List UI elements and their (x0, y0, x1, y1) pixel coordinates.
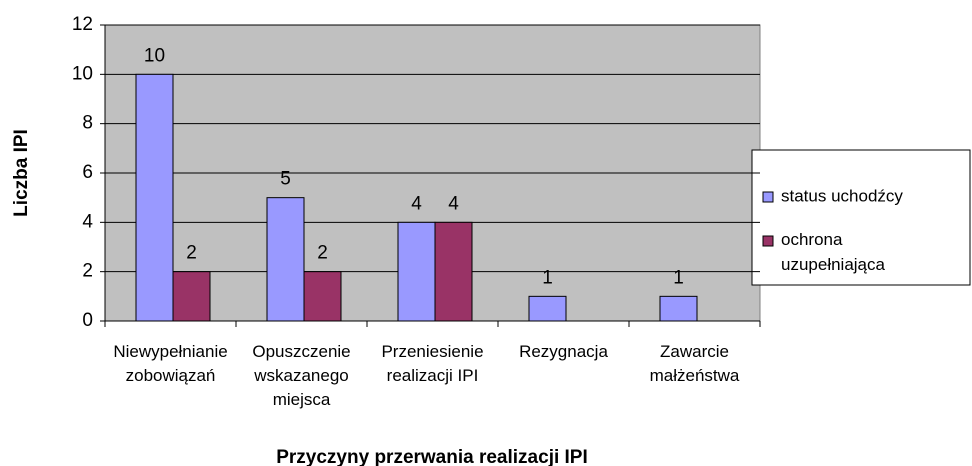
x-tick-label: Zawarcie małżeństwa (650, 342, 740, 385)
bar (397, 221, 436, 322)
legend-label: ochrona uzupełniająca (781, 230, 886, 274)
legend-swatch (762, 191, 774, 203)
data-label: 5 (280, 169, 291, 190)
text-line: zobowiązań (126, 366, 216, 385)
y-axis-title: Liczba IPI (11, 129, 32, 217)
data-label: 2 (317, 243, 328, 264)
text-line: Przeniesienie (381, 342, 483, 361)
bar (266, 197, 305, 322)
text-line: ochrona (781, 230, 843, 249)
text-line: Opuszczenie (252, 342, 350, 361)
y-tick-label: 6 (82, 162, 93, 183)
text-line: uzupełniająca (781, 255, 886, 274)
bar (659, 295, 698, 322)
y-tick-label: 4 (82, 211, 93, 232)
data-label: 4 (448, 193, 459, 214)
data-label: 2 (186, 243, 197, 264)
bar (434, 221, 473, 322)
x-tick-label: Rezygnacja (519, 342, 608, 361)
y-tick-label: 12 (72, 14, 93, 35)
y-tick-label: 8 (82, 113, 93, 134)
bar (172, 271, 211, 322)
data-label: 10 (144, 45, 165, 66)
y-tick-label: 2 (82, 261, 93, 282)
legend (751, 149, 971, 286)
bar (528, 295, 567, 322)
x-tick-label: Niewypełnianie zobowiązań (113, 342, 227, 385)
x-axis-title: Przyczyny przerwania realizacji IPI (276, 447, 588, 466)
bar (303, 271, 342, 322)
x-tick-label: Przeniesienie realizacji IPI (381, 342, 483, 385)
x-tick-label: Opuszczenie wskazanego miejsca (252, 342, 350, 409)
text-line: małżeństwa (650, 366, 740, 385)
text-line: realizacji IPI (387, 366, 479, 385)
text-line: Rezygnacja (519, 342, 608, 361)
text-line: miejsca (273, 390, 331, 409)
bar (135, 73, 174, 322)
data-label: 1 (542, 267, 553, 288)
text-line: Niewypełnianie (113, 342, 227, 361)
legend-label: status uchodźcy (781, 186, 903, 205)
text-line: wskazanego (253, 366, 349, 385)
data-label: 1 (673, 267, 684, 288)
text-line: Zawarcie (660, 342, 729, 361)
y-tick-label: 10 (72, 63, 93, 84)
y-tick-label: 0 (82, 310, 93, 331)
data-label: 4 (411, 193, 422, 214)
legend-swatch (762, 235, 774, 247)
